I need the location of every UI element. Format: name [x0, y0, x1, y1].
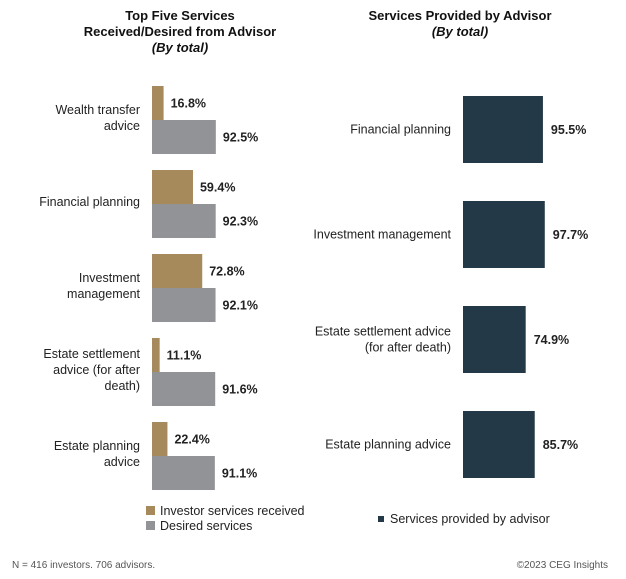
right-legend: Services provided by advisor: [378, 511, 550, 526]
right-data-label-2: 74.9%: [534, 333, 569, 347]
right-category-label-3-0: Estate planning advice: [325, 438, 451, 452]
left-chart-subtitle: (By total): [151, 40, 209, 55]
legend-item-desired: Desired services: [146, 518, 305, 533]
right-chart-title: Services Provided by Advisor (By total): [330, 8, 590, 40]
footer-copyright: ©2023 CEG Insights: [516, 560, 608, 571]
left-bar-received-1: [152, 170, 193, 204]
left-category-label-2-1: management: [67, 287, 140, 301]
right-bar-provided-3: [463, 411, 535, 478]
left-data-label-received-0: 16.8%: [171, 97, 206, 111]
left-bar-received-2: [152, 254, 203, 288]
right-category-label-2-1: (for after death): [365, 341, 451, 355]
left-data-label-received-2: 72.8%: [209, 265, 244, 279]
left-category-label-4-1: advice: [104, 455, 140, 469]
left-bar-desired-3: [152, 372, 216, 406]
left-category-label-3-1: advice (for after: [53, 363, 140, 377]
right-chart-title-line-1: Services Provided by Advisor: [368, 8, 552, 23]
left-category-label-4-0: Estate planning: [54, 439, 140, 453]
right-category-label-2-0: Estate settlement advice: [315, 325, 451, 339]
left-chart-title-line-2: Received/Desired from Advisor: [83, 24, 277, 39]
right-data-label-3: 85.7%: [543, 438, 578, 452]
left-category-label-3-0: Estate settlement: [43, 347, 140, 361]
right-bar-provided-2: [463, 306, 526, 373]
left-bar-received-3: [152, 338, 160, 372]
left-bar-desired-4: [152, 456, 215, 490]
left-category-label-1-0: Financial planning: [39, 195, 140, 209]
left-data-label-received-4: 22.4%: [174, 433, 209, 447]
left-category-label-2-0: Investment: [79, 271, 141, 285]
left-legend: Investor services received Desired servi…: [146, 503, 305, 533]
left-data-label-desired-3: 91.6%: [222, 383, 257, 397]
left-chart-title: Top Five Services Received/Desired from …: [40, 8, 320, 56]
left-chart-title-line-1: Top Five Services: [125, 8, 235, 23]
right-data-label-0: 95.5%: [551, 123, 586, 137]
right-chart-subtitle: (By total): [431, 24, 489, 39]
left-data-label-received-3: 11.1%: [167, 349, 202, 363]
legend-swatch-provided: [378, 515, 384, 522]
legend-swatch-desired: [146, 521, 155, 530]
legend-label-provided: Services provided by advisor: [390, 511, 550, 526]
legend-swatch-received: [146, 506, 155, 515]
legend-label-desired: Desired services: [160, 518, 253, 533]
left-data-label-desired-0: 92.5%: [223, 131, 258, 145]
left-data-label-received-1: 59.4%: [200, 181, 235, 195]
legend-label-received: Investor services received: [160, 503, 305, 518]
right-category-label-0-0: Financial planning: [350, 123, 451, 137]
legend-item-provided: Services provided by advisor: [378, 511, 550, 526]
footer-note: N = 416 investors. 706 advisors.: [12, 560, 156, 571]
left-category-label-0-0: Wealth transfer: [55, 103, 140, 117]
left-category-label-0-1: advice: [104, 119, 140, 133]
left-data-label-desired-4: 91.1%: [222, 467, 257, 481]
legend-item-received: Investor services received: [146, 503, 305, 518]
right-bar-provided-0: [463, 96, 543, 163]
left-bar-desired-0: [152, 120, 216, 154]
left-data-label-desired-2: 92.1%: [223, 299, 258, 313]
left-bar-desired-1: [152, 204, 216, 238]
left-bar-desired-2: [152, 288, 216, 322]
left-category-label-3-2: death): [105, 379, 140, 393]
left-bar-received-4: [152, 422, 168, 456]
right-category-label-1-0: Investment management: [313, 228, 451, 242]
right-bar-provided-1: [463, 201, 545, 268]
right-data-label-1: 97.7%: [553, 228, 588, 242]
left-data-label-desired-1: 92.3%: [223, 215, 258, 229]
left-bar-received-0: [152, 86, 164, 120]
